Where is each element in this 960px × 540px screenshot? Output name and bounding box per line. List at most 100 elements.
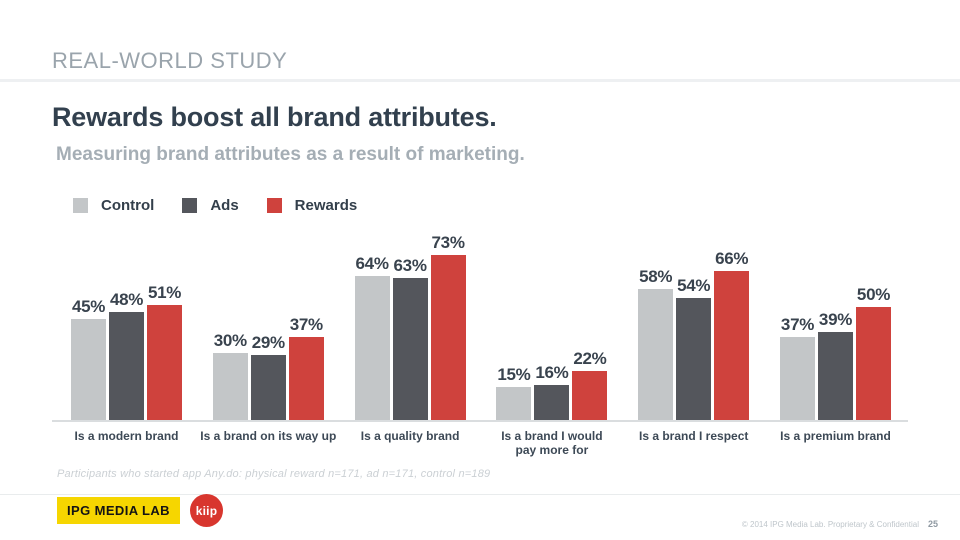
page-title: Rewards boost all brand attributes. [52, 102, 497, 132]
category-cell: Is a brand I respect [638, 429, 749, 459]
bar-control [779, 337, 815, 421]
bar-value-label: 16% [535, 363, 569, 382]
bar-cluster: 15% 16% 22% [496, 349, 608, 421]
bar-column: 30% [212, 331, 248, 421]
bar-column: 51% [147, 283, 182, 421]
bar-column: 63% [392, 256, 428, 421]
bar-value-label: 45% [71, 297, 106, 316]
bar-value-label: 29% [251, 333, 285, 352]
bar-ads [534, 385, 570, 421]
bar-group: 30% 29% 37% [212, 226, 324, 421]
bar-column: 29% [250, 333, 286, 421]
category-cell: Is a premium brand [780, 429, 891, 459]
bar-column: 64% [354, 254, 390, 421]
legend-swatch [182, 198, 198, 213]
legend-item: Rewards [266, 197, 358, 214]
bar-value-label: 54% [677, 276, 711, 295]
bar-chart: 45% 48% 51% 30% 29% 37% 64% 63% 73% 15% 16% 22% 58% 5… [52, 226, 908, 466]
category-cell: Is a modern brand [71, 429, 182, 459]
bar-column: 45% [71, 297, 106, 421]
bar-column: 54% [676, 276, 712, 421]
bar-ads [250, 355, 286, 421]
bar-value-label: 22% [573, 349, 607, 368]
bar-value-label: 64% [355, 254, 389, 273]
bar-value-label: 66% [715, 249, 749, 268]
bar-column: 58% [638, 267, 674, 421]
bar-control [496, 387, 532, 421]
bar-group: 37% 39% 50% [779, 226, 891, 421]
header-divider [0, 79, 960, 82]
bar-value-label: 51% [147, 283, 182, 302]
legend-item: Control [73, 197, 154, 214]
bar-control [354, 276, 390, 421]
category-cell: Is a brand I would pay more for [496, 429, 607, 459]
bar-value-label: 73% [431, 233, 465, 252]
bar-column: 73% [430, 233, 466, 421]
bar-cluster: 45% 48% 51% [71, 283, 182, 421]
bar-cluster: 64% 63% 73% [354, 233, 466, 421]
footer-divider [0, 494, 960, 495]
category-cell: Is a brand on its way up [200, 429, 336, 459]
bar-value-label: 37% [780, 315, 815, 334]
kiip-logo: kiip [190, 494, 223, 527]
bar-group: 45% 48% 51% [71, 226, 182, 421]
kicker-label: REAL-WORLD STUDY [52, 48, 288, 73]
bar-rewards [288, 337, 324, 421]
bar-cluster: 58% 54% 66% [638, 249, 750, 421]
footnote: Participants who started app Any.do: phy… [57, 468, 491, 480]
bar-rewards [430, 255, 466, 421]
category-cell: Is a quality brand [355, 429, 466, 459]
legend-item: Ads [182, 197, 239, 214]
footer-right: © 2014 IPG Media Lab. Proprietary & Conf… [742, 519, 938, 529]
bar-value-label: 63% [393, 256, 427, 275]
category-label: Is a quality brand [360, 429, 460, 443]
bar-group: 58% 54% 66% [638, 226, 750, 421]
category-label: Is a premium brand [780, 429, 891, 443]
bar-value-label: 37% [289, 315, 323, 334]
legend-swatch [73, 198, 88, 213]
bar-value-label: 39% [818, 310, 853, 329]
bar-rewards [572, 371, 608, 421]
bar-column: 16% [534, 363, 570, 421]
copyright-text: © 2014 IPG Media Lab. Proprietary & Conf… [741, 520, 919, 529]
bar-value-label: 48% [109, 290, 144, 309]
bar-group: 15% 16% 22% [496, 226, 608, 421]
bar-column: 39% [817, 310, 853, 421]
bar-column: 15% [496, 365, 532, 421]
bar-rewards [147, 305, 182, 421]
category-label: Is a brand I respect [638, 429, 749, 443]
category-label: Is a modern brand [74, 429, 179, 443]
legend-item-label: Ads [210, 197, 239, 214]
bar-cluster: 30% 29% 37% [212, 315, 324, 421]
bar-ads [109, 312, 144, 421]
bar-cluster: 37% 39% 50% [779, 285, 891, 421]
bar-ads [676, 298, 712, 421]
axis-baseline [52, 420, 908, 422]
bar-column: 37% [779, 315, 815, 421]
page-number: 25 [927, 519, 938, 529]
page-subtitle: Measuring brand attributes as a result o… [56, 144, 525, 165]
category-label: Is a brand I would pay more for [501, 429, 603, 457]
bar-control [212, 353, 248, 421]
legend-item-label: Rewards [294, 197, 358, 214]
legend-item-label: Control [101, 197, 155, 214]
bar-group: 64% 63% 73% [354, 226, 466, 421]
bar-ads [392, 278, 428, 421]
bar-value-label: 58% [639, 267, 673, 286]
bar-column: 66% [714, 249, 750, 421]
bar-column: 50% [855, 285, 891, 421]
bar-value-label: 50% [856, 285, 891, 304]
bar-column: 48% [109, 290, 144, 421]
ipg-media-lab-badge: IPG MEDIA LAB [57, 497, 180, 524]
bar-rewards [714, 271, 750, 421]
legend: Control Ads Rewards [73, 197, 357, 214]
bar-control [71, 319, 106, 421]
category-labels: Is a modern brand Is a brand on its way u… [71, 429, 891, 459]
category-label: Is a brand on its way up [200, 429, 337, 443]
bar-value-label: 30% [213, 331, 247, 350]
bar-groups: 45% 48% 51% 30% 29% 37% 64% 63% 73% 15% 16% 22% 58% 5… [71, 226, 891, 421]
bar-ads [817, 332, 853, 421]
bar-control [638, 289, 674, 421]
legend-swatch [266, 198, 282, 213]
